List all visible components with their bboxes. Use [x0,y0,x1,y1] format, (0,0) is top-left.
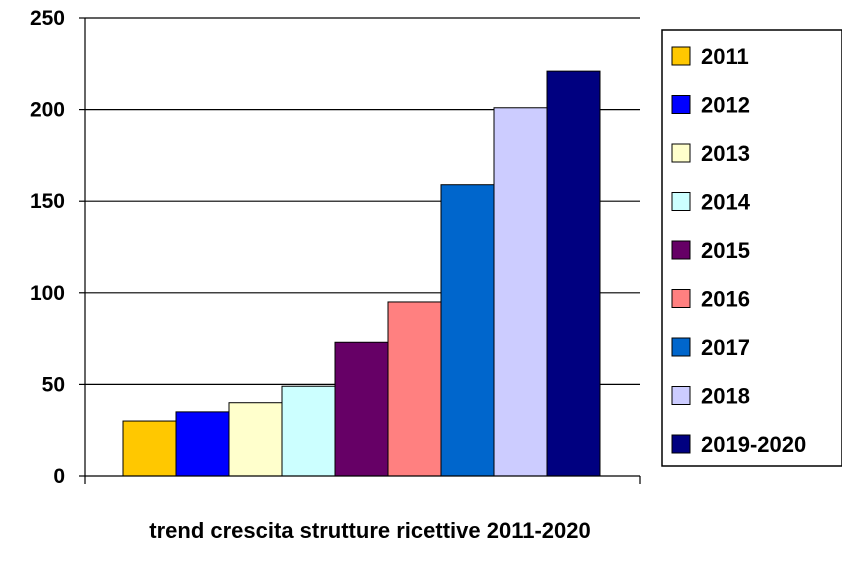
legend-label: 2013 [701,141,750,166]
bar-2012 [175,411,230,477]
legend-swatch [671,192,691,211]
bar-2016 [387,301,442,477]
y-tick-label: 250 [30,7,65,30]
legend-label: 2015 [701,238,750,263]
y-tick-labels: 0 50 100 150 200 250 [30,7,65,488]
legend-label: 2014 [701,190,751,215]
legend: 2011 2012 2013 2014 2015 2016 2017 2018 2019-202… [661,29,842,467]
bar-2015 [334,341,389,477]
legend-swatch [671,95,691,114]
bar-2011 [122,420,177,477]
legend-swatch [671,337,691,357]
bar-2014 [281,385,336,477]
legend-box [661,29,842,467]
bar-2013 [228,402,283,477]
x-axis-label: trend crescita strutture ricettive 2011-… [149,518,591,543]
legend-label: 2016 [701,287,750,312]
bar-2019-2020 [546,70,601,477]
legend-swatch [671,240,691,260]
legend-swatch [671,386,691,405]
legend-label: 2018 [701,384,750,409]
y-tick-label: 50 [42,373,65,396]
bar-2018 [493,107,548,477]
legend-label: 2012 [701,93,750,118]
legend-swatch [671,434,691,454]
legend-label: 2011 [701,44,749,69]
axes [84,18,641,484]
legend-label: 2017 [701,335,750,360]
legend-swatch [671,143,691,163]
bars [122,70,601,477]
y-tick-label: 100 [30,282,65,305]
legend-label: 2019-2020 [701,432,806,457]
y-tick-label: 0 [53,465,65,488]
y-tick-label: 150 [30,190,65,213]
legend-swatch [671,289,691,308]
legend-swatch [671,46,691,66]
bar-2017 [440,184,495,477]
y-tick-label: 200 [30,99,65,122]
